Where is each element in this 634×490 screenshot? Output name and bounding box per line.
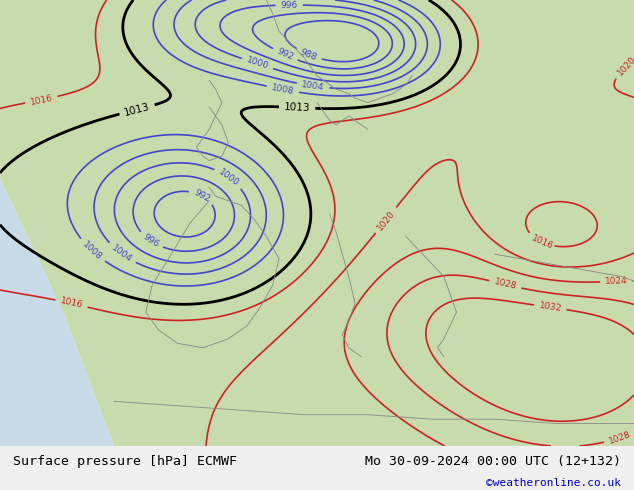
- Text: 1000: 1000: [217, 167, 241, 188]
- Text: Surface pressure [hPa] ECMWF: Surface pressure [hPa] ECMWF: [13, 455, 236, 468]
- Text: 996: 996: [280, 0, 298, 10]
- Text: 1020: 1020: [375, 208, 397, 232]
- Text: 1004: 1004: [301, 80, 325, 92]
- Text: 1016: 1016: [531, 234, 555, 251]
- Text: 1020: 1020: [616, 54, 634, 77]
- Text: 1008: 1008: [271, 83, 295, 96]
- Text: 996: 996: [141, 232, 160, 249]
- Text: 1016: 1016: [29, 93, 53, 106]
- Text: 1028: 1028: [493, 277, 517, 292]
- Text: 1000: 1000: [245, 56, 269, 72]
- Text: 1013: 1013: [284, 102, 311, 113]
- Text: 1008: 1008: [81, 240, 103, 262]
- Text: 1004: 1004: [110, 243, 134, 264]
- Text: 988: 988: [299, 48, 318, 62]
- Text: 1024: 1024: [605, 276, 628, 286]
- Polygon shape: [0, 0, 634, 446]
- Text: Mo 30-09-2024 00:00 UTC (12+132): Mo 30-09-2024 00:00 UTC (12+132): [365, 455, 621, 468]
- Text: 1028: 1028: [607, 430, 632, 445]
- Text: ©weatheronline.co.uk: ©weatheronline.co.uk: [486, 478, 621, 489]
- Text: 1013: 1013: [123, 101, 151, 118]
- Text: 992: 992: [192, 188, 212, 204]
- Polygon shape: [0, 0, 114, 446]
- Text: 1016: 1016: [60, 296, 84, 310]
- Text: 992: 992: [276, 47, 295, 62]
- Text: 1032: 1032: [538, 301, 562, 314]
